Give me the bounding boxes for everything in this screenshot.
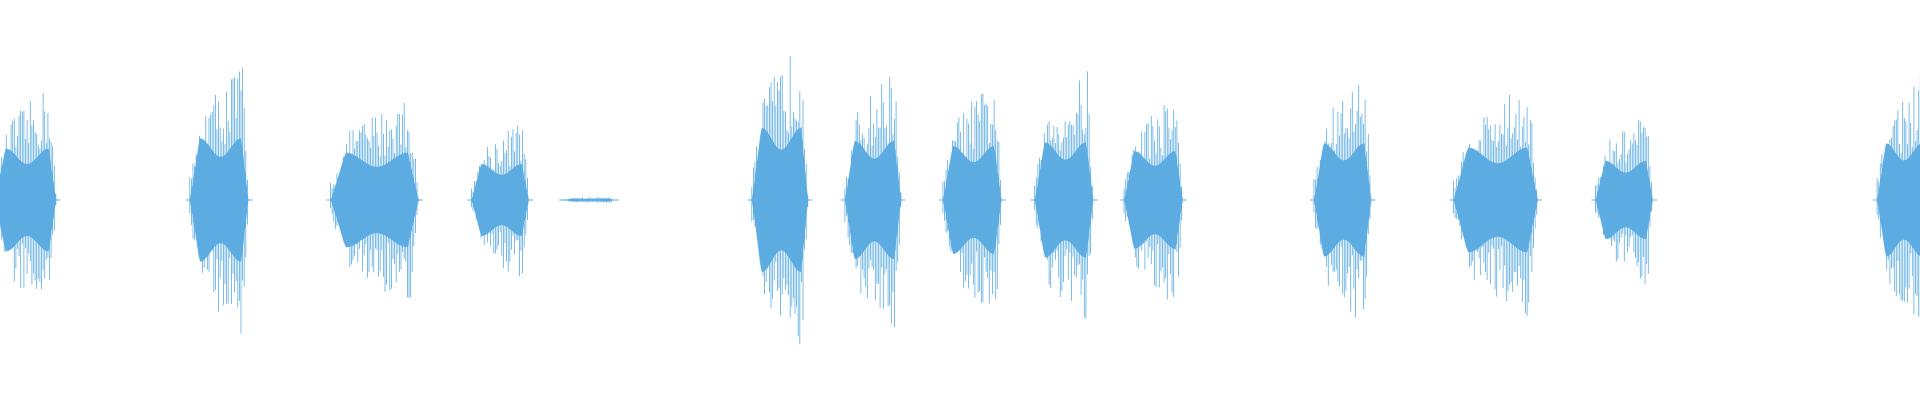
waveform-strokes [1123, 105, 1183, 300]
waveform-strokes [1313, 85, 1371, 318]
waveform-strokes [942, 93, 1001, 304]
waveform-strokes [844, 76, 902, 327]
waveform-strokes [0, 93, 57, 290]
waveform-strokes [471, 125, 528, 277]
waveform-strokes [1876, 75, 1920, 318]
waveform-strokes [1453, 94, 1538, 316]
waveform-strokes [1034, 71, 1093, 319]
waveform-strokes [330, 102, 419, 299]
waveform-strokes [189, 67, 248, 334]
